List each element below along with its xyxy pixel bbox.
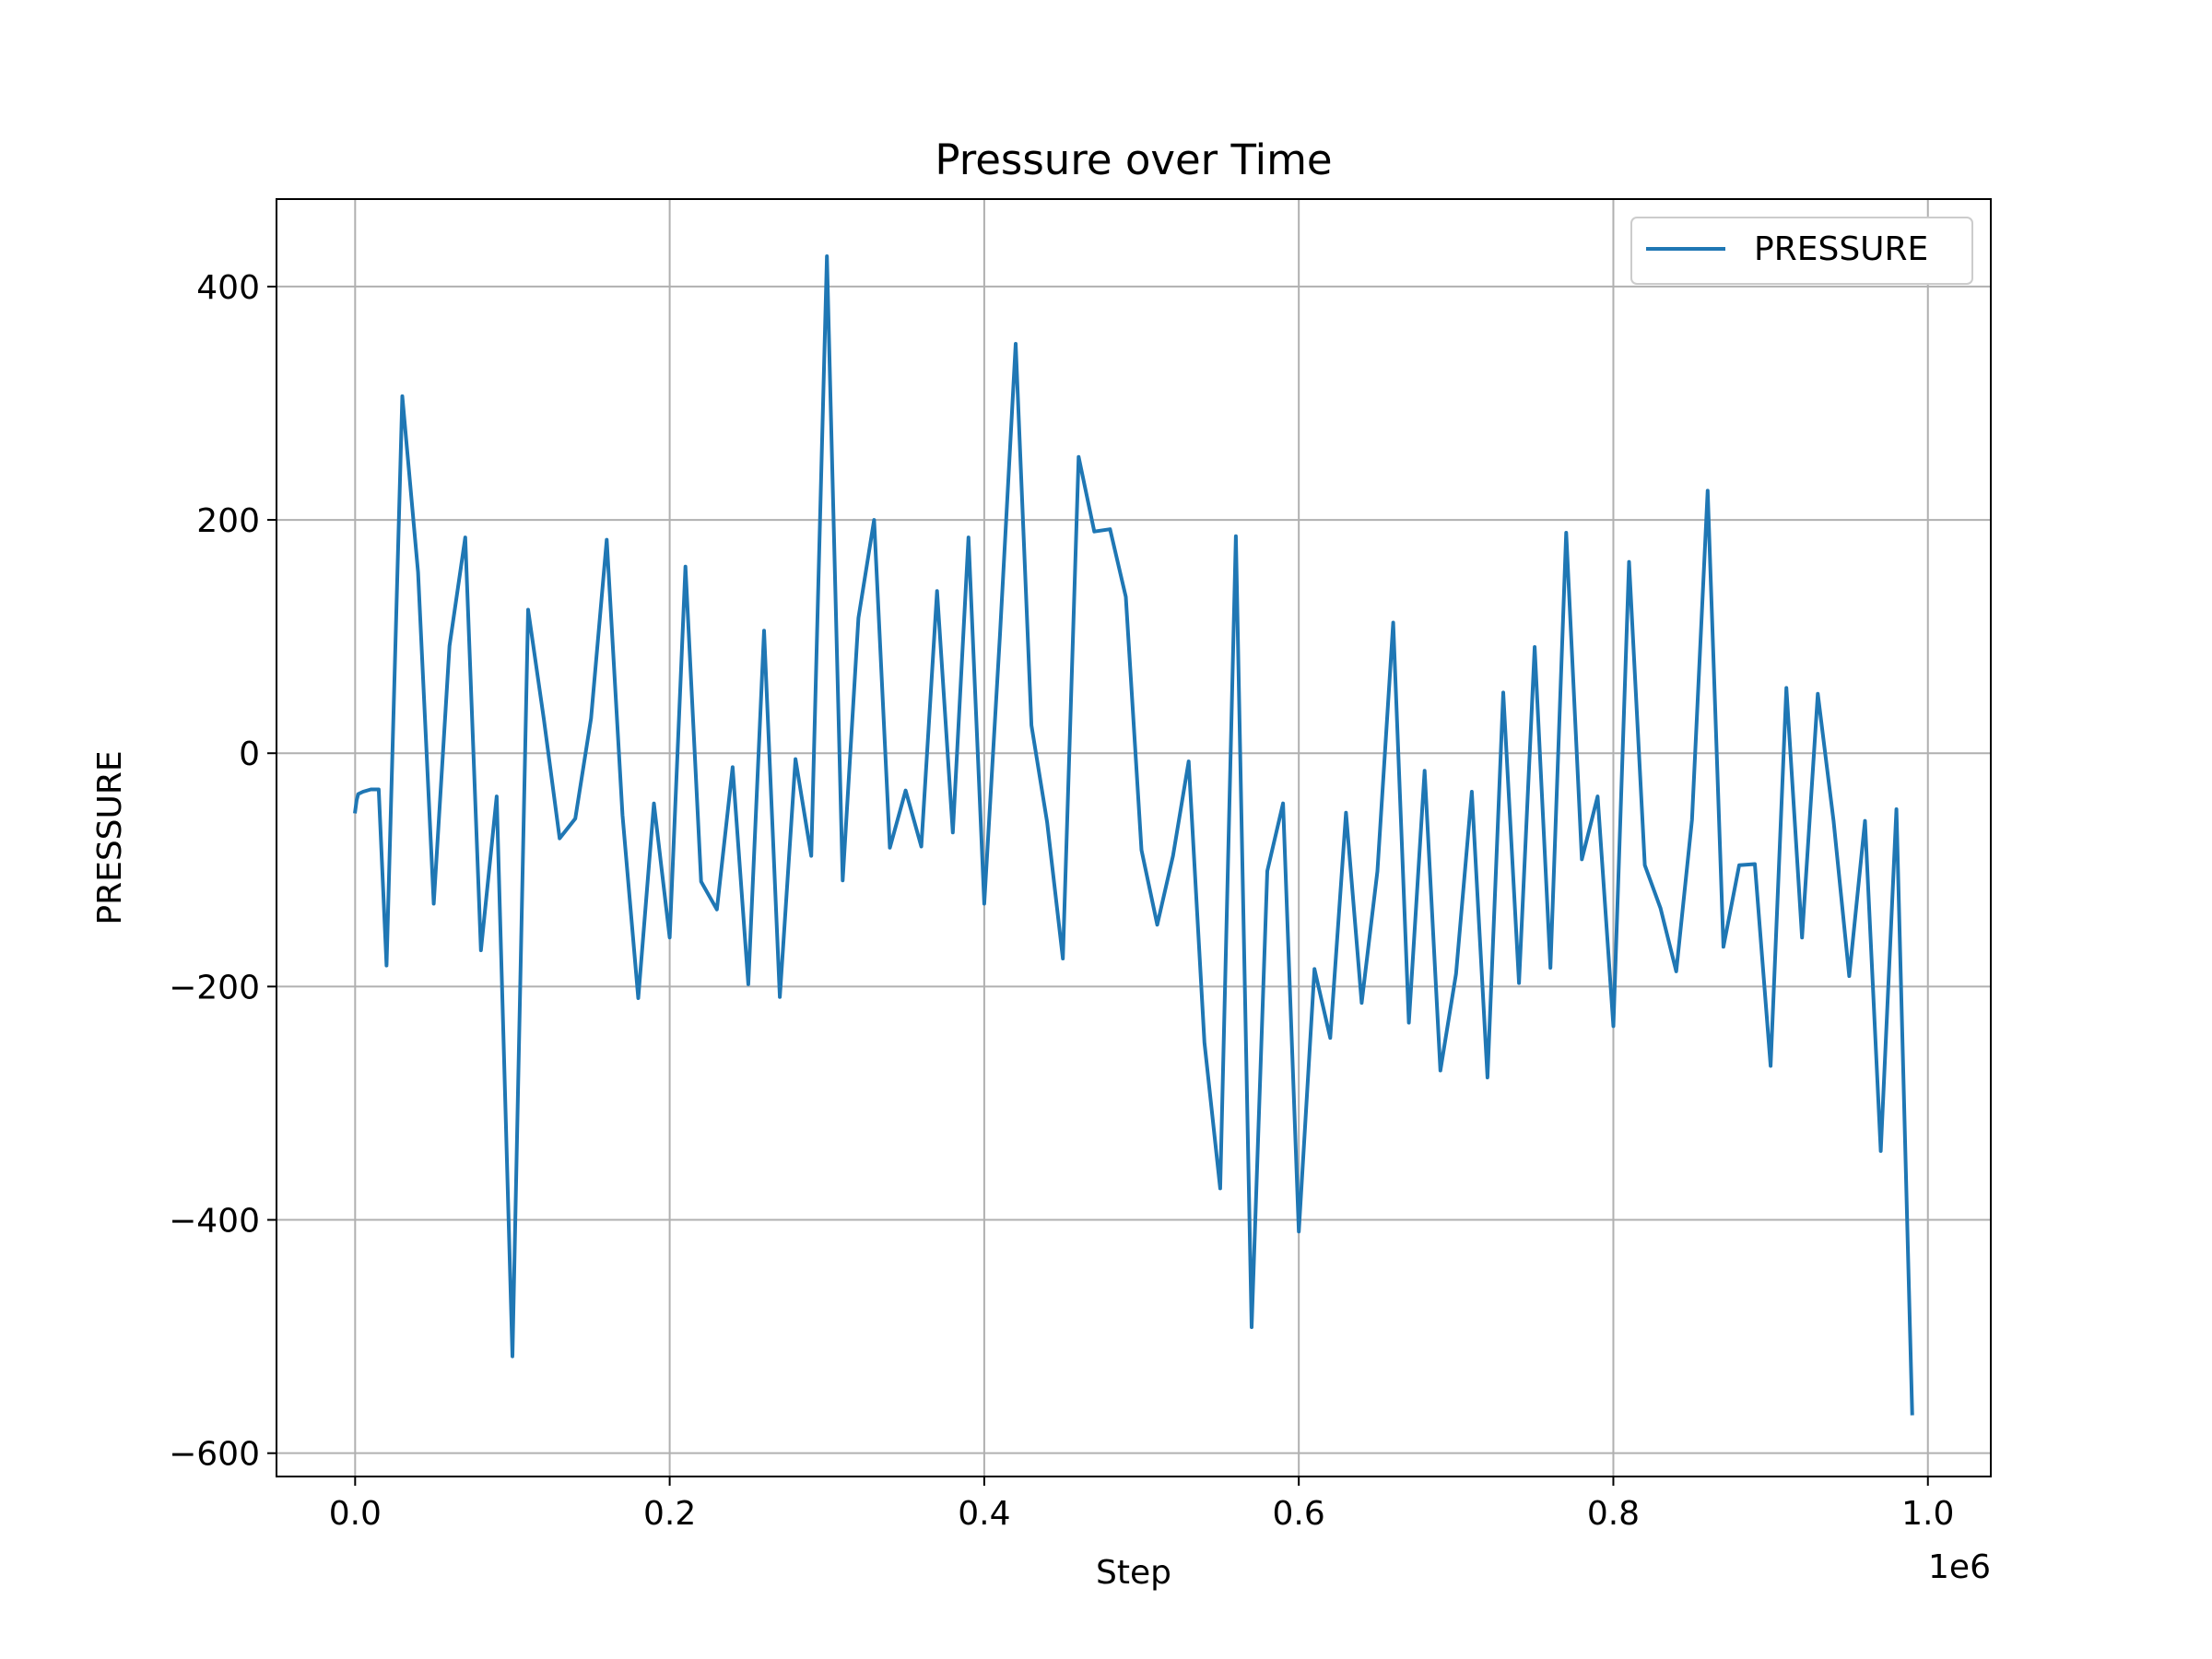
x-axis-offset-label: 1e6 [1928,1548,1991,1586]
x-tick-label: 0.6 [1273,1495,1325,1533]
y-tick-label: 200 [196,502,260,540]
legend: PRESSURE [1630,217,1973,285]
y-axis-label: PRESSURE [91,750,129,924]
legend-box [1630,217,1973,285]
axis-ticks: 0.0 0.2 0.4 0.6 0.8 1.0 400 200 0 −200 −400 −600 [169,269,1954,1533]
legend-label-pressure: PRESSURE [1754,230,1928,268]
y-tick-label: −200 [169,969,260,1006]
x-tick-label: 0.0 [329,1495,382,1533]
y-tick-label: 400 [196,269,260,307]
x-tick-label: 0.8 [1587,1495,1640,1533]
series-line-pressure [353,254,1914,1416]
chart-title: Pressure over Time [935,135,1332,184]
grid-lines [276,199,1991,1477]
plot-frame [276,198,1992,1477]
y-tick-label: 0 [239,735,260,773]
x-tick-label: 0.4 [958,1495,1010,1533]
y-tick-label: −400 [169,1203,260,1241]
x-tick-label: 0.2 [643,1495,696,1533]
x-tick-label: 1.0 [1901,1495,1954,1533]
series-layer [353,254,1914,1416]
x-axis-label: Step [1096,1554,1171,1592]
y-tick-label: −600 [169,1436,260,1474]
